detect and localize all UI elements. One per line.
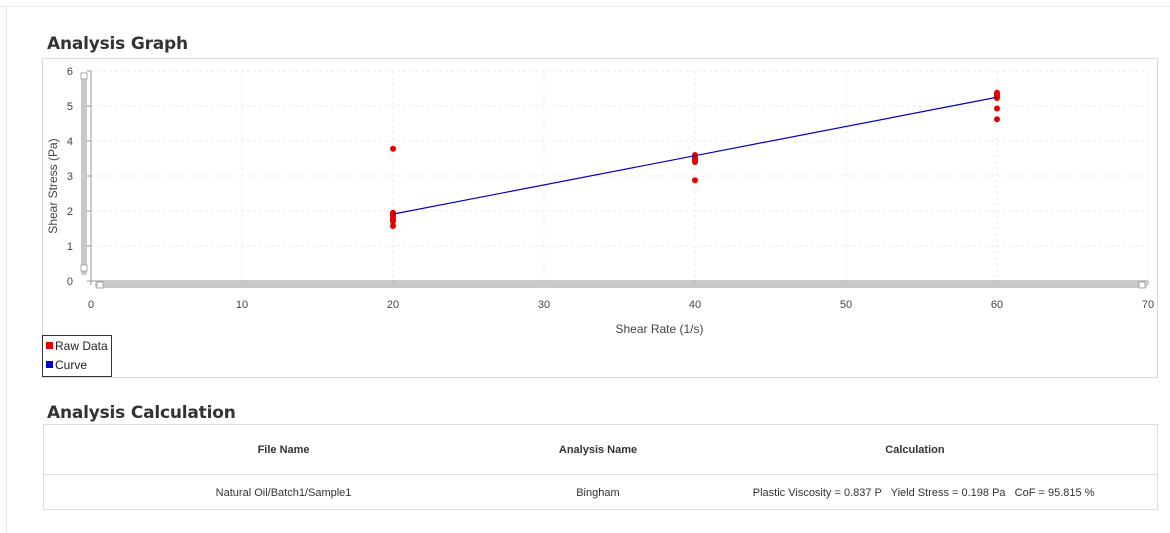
analysis-calculation-title: Analysis Calculation [47,403,236,423]
y-scroll-handle-top[interactable] [80,72,88,80]
legend-item-raw-data[interactable]: Raw Data [43,336,111,355]
y-tick-label: 2 [67,206,73,218]
x-tick-label: 50 [840,299,852,311]
y-zoom-scrollbar[interactable] [81,73,87,275]
header-calculation[interactable]: Calculation [885,443,945,456]
calculation-table: File Name Analysis Name Calculation Natu… [43,424,1158,510]
analysis-graph-title: Analysis Graph [47,34,188,54]
chart-legend: Raw Data Curve [42,335,112,377]
y-tick-label: 3 [67,171,73,183]
table-header-row: File Name Analysis Name Calculation [44,425,1157,475]
data-point-raw-data [390,145,396,152]
x-tick-label: 70 [1142,299,1154,311]
legend-label-curve: Curve [55,357,88,372]
legend-label-raw-data: Raw Data [55,338,108,353]
x-tick-label: 20 [387,299,399,311]
cell-calculation: Plastic Viscosity = 0.837 P Yield Stress… [752,486,1095,499]
data-point-raw-data [994,94,1000,101]
x-tick-label: 30 [538,299,550,311]
y-tick-label: 0 [67,276,73,288]
x-tick-label: 10 [236,299,248,311]
data-point-raw-data [390,223,396,230]
x-tick-label: 60 [991,299,1003,311]
x-tick-label: 40 [689,299,701,311]
data-point-raw-data [994,105,1000,112]
legend-item-curve[interactable]: Curve [43,355,111,374]
data-point-raw-data [692,177,698,184]
y-axis-label: Shear Stress (Pa) [46,138,60,233]
series-curve-line [392,96,998,215]
header-analysis-name[interactable]: Analysis Name [558,443,638,456]
cell-analysis-name: Bingham [576,486,620,499]
page-top-border [0,6,1170,7]
header-file-name[interactable]: File Name [257,443,310,456]
data-point-raw-data [994,116,1000,123]
y-tick-label: 4 [67,136,73,148]
legend-swatch-curve [46,361,53,368]
y-tick-label: 6 [67,66,73,78]
data-point-raw-data [390,218,396,225]
x-scroll-handle-left[interactable] [96,281,104,289]
y-scroll-handle-bottom[interactable] [80,264,88,272]
page-left-border [6,6,7,533]
x-scroll-handle-right[interactable] [1138,281,1146,289]
y-tick-label: 5 [67,101,73,113]
legend-swatch-raw-data [46,342,53,349]
table-row[interactable]: Natural Oil/Batch1/Sample1 Bingham Plast… [44,475,1157,510]
data-point-raw-data [692,159,698,165]
y-tick-label: 1 [67,241,73,253]
x-axis-label: Shear Rate (1/s) [615,322,703,336]
cell-file-name: Natural Oil/Batch1/Sample1 [215,486,352,499]
x-zoom-scrollbar[interactable] [95,282,1147,288]
graph-panel: 0 1 2 3 4 5 6 0 10 20 30 40 50 60 70 Shear Rate (1/s) Sh… [42,58,1158,378]
x-tick-label: 0 [88,299,94,311]
